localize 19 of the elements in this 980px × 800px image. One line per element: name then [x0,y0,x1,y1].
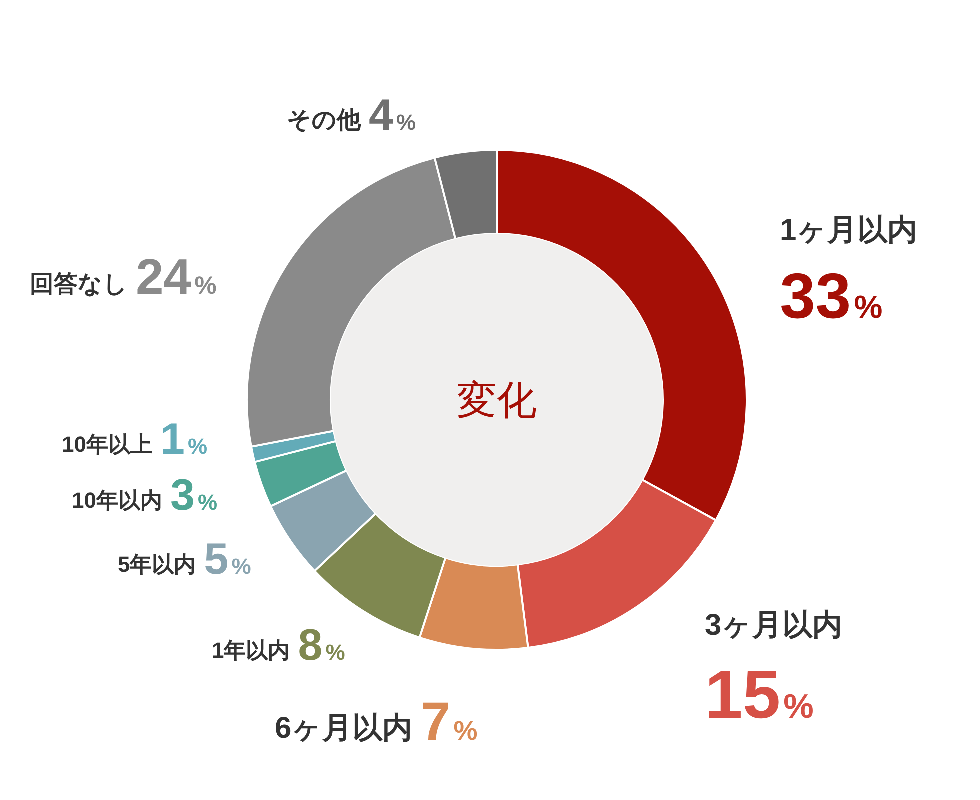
data-label: 4% [369,91,416,140]
slice-label: 10年以上 [62,432,152,457]
slice-label: 1年以内 [212,638,290,663]
data-label: 7% [420,692,478,752]
data-label: 8% [298,621,346,670]
slice-label: 3ヶ月以内 [705,609,843,642]
data-label: 3% [170,471,218,520]
slice-label: 6ヶ月以内 [275,712,413,745]
slice-label: 回答なし [30,271,128,298]
slice-label: 1ヶ月以内 [780,214,918,247]
slice-label: 10年以内 [72,488,162,513]
slice-label: 5年以内 [118,552,196,577]
slice-label: その他 [287,107,362,134]
text: 変化 [457,379,537,423]
data-label: 24% [136,249,217,305]
data-label: 1% [160,415,208,464]
data-label: 33% [780,260,883,332]
data-label: 5% [204,535,252,584]
data-label: 15% [705,657,814,733]
